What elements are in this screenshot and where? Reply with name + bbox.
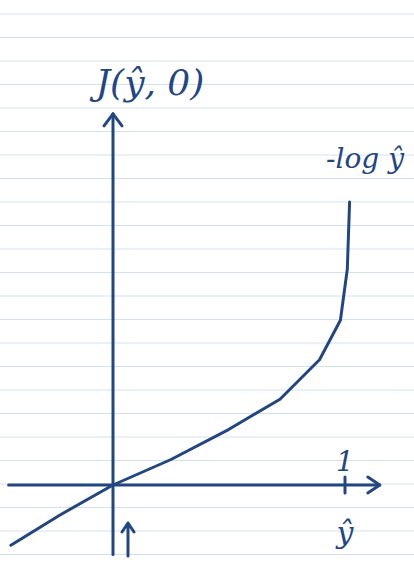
x-axis-arrow (368, 477, 380, 493)
paper-line (0, 319, 414, 320)
paper-line (0, 484, 414, 485)
paper-line (0, 390, 414, 391)
page: 1 J(ŷ, 0) ŷ -log ŷ (0, 0, 414, 565)
paper-line (0, 296, 414, 297)
paper-line (0, 249, 414, 250)
chart: 1 J(ŷ, 0) ŷ -log ŷ (0, 0, 414, 565)
y-axis (112, 114, 115, 555)
paper-line (0, 131, 414, 132)
origin-pointer (122, 523, 134, 556)
curve (11, 202, 350, 545)
paper-line (0, 14, 414, 15)
paper-line (0, 437, 414, 438)
curve-label: -log ŷ (326, 142, 405, 175)
x-tick-label: 1 (336, 445, 354, 478)
paper-line (0, 343, 414, 344)
y-axis-arrow (104, 114, 122, 126)
paper-line (0, 108, 414, 109)
paper-line (0, 225, 414, 226)
paper-line (0, 554, 414, 555)
paper-line (0, 61, 414, 62)
paper-line (0, 178, 414, 179)
paper (0, 0, 414, 565)
x-axis (9, 484, 380, 487)
x-axis-title: ŷ (335, 515, 355, 550)
paper-line (0, 37, 414, 38)
paper-line (0, 272, 414, 273)
paper-line (0, 202, 414, 203)
paper-line (0, 84, 414, 85)
x-tick (344, 477, 347, 493)
paper-line (0, 413, 414, 414)
paper-line (0, 507, 414, 508)
plot-area (11, 202, 350, 545)
paper-lines (0, 14, 414, 555)
y-axis-title: J(ŷ, 0) (89, 62, 205, 103)
paper-line (0, 366, 414, 367)
